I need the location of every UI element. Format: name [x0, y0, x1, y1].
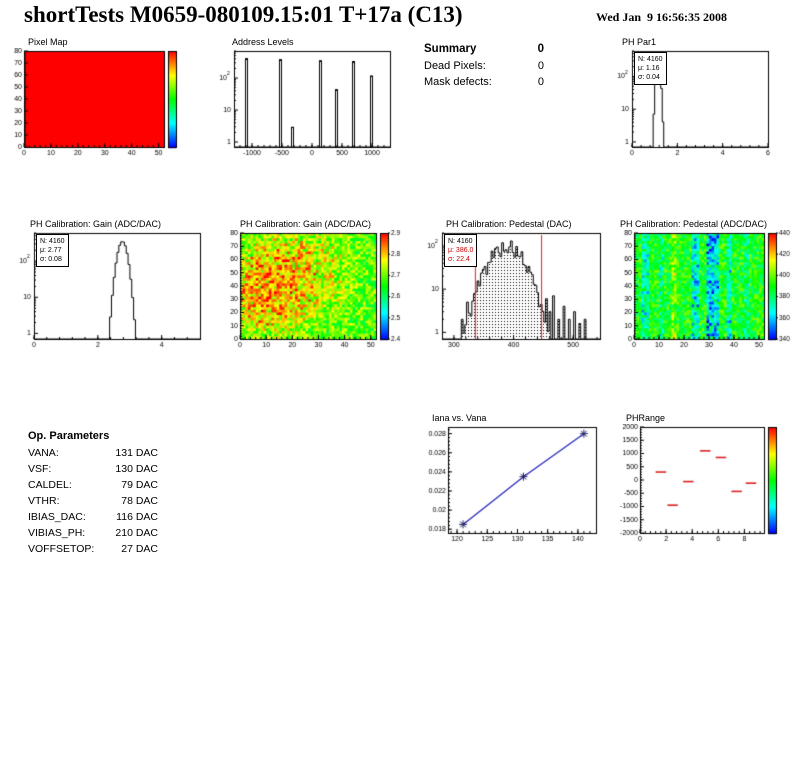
panel-gain-hist: PH Calibration: Gain (ADC/DAC) N: 4160 μ… [12, 218, 208, 352]
param-label: IBIAS_DAC: [28, 511, 86, 523]
chart-title: Pixel Map [28, 37, 68, 47]
summary-row-value: 0 [537, 76, 544, 88]
chart-title: PH Par1 [622, 37, 657, 47]
panel-gain-map: PH Calibration: Gain (ADC/DAC) [218, 218, 406, 352]
op-parameter-row: VOFFSETOP: 27 DAC [28, 543, 158, 556]
chart-title: PHRange [626, 413, 666, 423]
param-value: 79 DAC [121, 479, 158, 491]
summary-block: Summary 0 Dead Pixels: 0 Mask defects: 0 [424, 42, 544, 92]
panel-pedestal-map: PH Calibration: Pedestal (ADC/DAC) [612, 218, 796, 352]
stats-box: N: 4160 μ: 2.77 σ: 0.08 [36, 234, 69, 267]
pedestal-map-chart [612, 230, 796, 352]
stats-line: μ: 1.16 [638, 65, 660, 72]
stats-line: N: 4160 [448, 238, 473, 245]
param-value: 78 DAC [121, 495, 158, 507]
panel-ph-range: PHRange [612, 412, 796, 546]
stats-line: σ: 0.04 [638, 74, 660, 81]
panel-ph-par1: PH Par1 N: 4160 μ: 1.16 σ: 0.04 [608, 36, 780, 160]
op-parameter-row: VIBIAS_PH: 210 DAC [28, 527, 158, 540]
param-value: 116 DAC [116, 511, 158, 523]
param-label: VSF: [28, 463, 52, 475]
gain-map-chart [218, 230, 406, 352]
panel-pixel-map: Pixel Map [4, 36, 190, 160]
op-parameter-row: VSF: 130 DAC [28, 463, 158, 476]
op-parameters-block: Op. Parameters VANA: 131 DAC VSF: 130 DA… [28, 430, 158, 559]
op-parameters-title: Op. Parameters [28, 430, 110, 442]
op-parameter-row: VTHR: 78 DAC [28, 495, 158, 508]
op-parameter-row: VANA: 131 DAC [28, 447, 158, 460]
summary-row-label: Dead Pixels: [424, 60, 486, 72]
op-parameter-row: IBIAS_DAC: 116 DAC [28, 511, 158, 524]
stats-line: σ: 0.08 [40, 256, 62, 263]
pixel-map-chart [4, 48, 190, 160]
address-levels-chart [210, 48, 396, 160]
stats-box: N: 4160 μ: 386.0 σ: 22.4 [444, 234, 478, 267]
summary-row: Mask defects: 0 [424, 76, 544, 89]
param-label: VANA: [28, 447, 59, 459]
param-value: 131 DAC [115, 447, 158, 459]
page-title: shortTests M0659-080109.15:01 T+17a (C13… [24, 2, 463, 27]
param-value: 27 DAC [121, 543, 158, 555]
iana-vs-vana-chart [416, 424, 606, 546]
chart-title: PH Calibration: Pedestal (DAC) [446, 219, 572, 229]
chart-title: PH Calibration: Gain (ADC/DAC) [30, 219, 162, 229]
param-label: VOFFSETOP: [28, 543, 95, 555]
chart-title: Address Levels [232, 37, 294, 47]
param-label: VTHR: [28, 495, 60, 507]
summary-row: Dead Pixels: 0 [424, 60, 544, 73]
panel-address-levels: Address Levels [210, 36, 396, 160]
summary-title: Summary [424, 43, 477, 55]
timestamp: Wed Jan 9 16:56:35 2008 [596, 10, 728, 24]
stats-line: σ: 22.4 [448, 256, 470, 263]
param-label: CALDEL: [28, 479, 72, 491]
param-label: VIBIAS_PH: [28, 527, 86, 539]
ph-range-chart [612, 424, 796, 546]
panel-iana-vs-vana: Iana vs. Vana [416, 412, 606, 546]
summary-total: 0 [537, 43, 544, 55]
chart-title: Iana vs. Vana [432, 413, 487, 423]
stats-box: N: 4160 μ: 1.16 σ: 0.04 [634, 52, 667, 85]
panel-pedestal-hist: PH Calibration: Pedestal (DAC) N: 4160 μ… [416, 218, 606, 352]
stats-line: N: 4160 [638, 56, 663, 63]
stats-line: μ: 386.0 [448, 247, 474, 254]
chart-title: PH Calibration: Pedestal (ADC/DAC) [620, 219, 768, 229]
summary-row-label: Mask defects: [424, 76, 492, 88]
param-value: 130 DAC [115, 463, 158, 475]
stats-line: N: 4160 [40, 238, 65, 245]
summary-header: Summary 0 [424, 42, 544, 56]
op-parameter-row: CALDEL: 79 DAC [28, 479, 158, 492]
stats-line: μ: 2.77 [40, 247, 62, 254]
chart-title: PH Calibration: Gain (ADC/DAC) [240, 219, 372, 229]
param-value: 210 DAC [115, 527, 158, 539]
summary-row-value: 0 [537, 60, 544, 72]
